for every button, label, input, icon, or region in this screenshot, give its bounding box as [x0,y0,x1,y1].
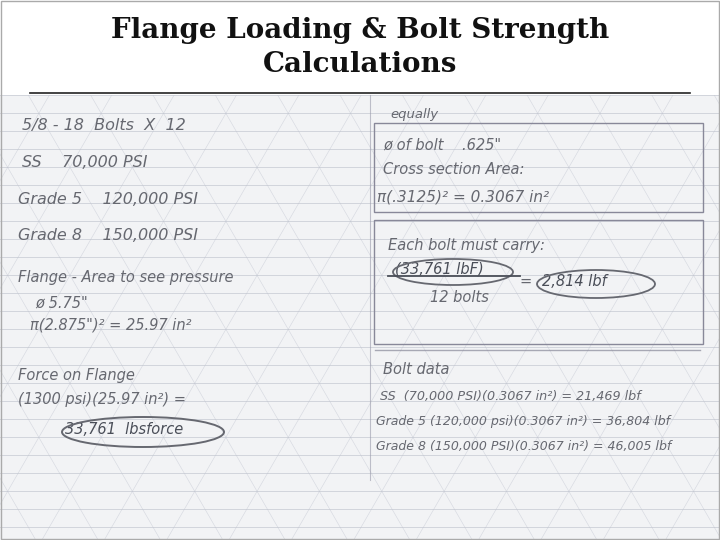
Text: Bolt data: Bolt data [383,362,449,377]
Text: =: = [520,274,537,289]
Text: Each bolt must carry:: Each bolt must carry: [388,238,545,253]
Text: SS  (70,000 PSI)(0.3067 in²) = 21,469 lbf: SS (70,000 PSI)(0.3067 in²) = 21,469 lbf [380,390,641,403]
Text: Grade 8 (150,000 PSI)(0.3067 in²) = 46,005 lbf: Grade 8 (150,000 PSI)(0.3067 in²) = 46,0… [376,440,671,453]
Text: ø 5.75": ø 5.75" [35,295,88,310]
Text: 12 bolts: 12 bolts [430,290,489,305]
FancyBboxPatch shape [0,0,720,95]
Text: Force on Flange: Force on Flange [18,368,135,383]
Text: ø of bolt    .625": ø of bolt .625" [383,138,501,153]
Text: 33,761  lbsforce: 33,761 lbsforce [65,422,184,437]
Text: Flange - Area to see pressure: Flange - Area to see pressure [18,270,233,285]
Text: equally: equally [390,108,438,121]
Text: SS    70,000 PSI: SS 70,000 PSI [22,155,148,170]
Text: π(2.875")² = 25.97 in²: π(2.875")² = 25.97 in² [30,318,192,333]
Text: Flange Loading & Bolt Strength: Flange Loading & Bolt Strength [111,17,609,44]
Text: Calculations: Calculations [263,51,457,78]
FancyBboxPatch shape [0,95,720,540]
Text: (33,761 lbF): (33,761 lbF) [395,262,484,277]
Text: Grade 8    150,000 PSI: Grade 8 150,000 PSI [18,228,198,243]
Text: Grade 5 (120,000 psi)(0.3067 in²) = 36,804 lbf: Grade 5 (120,000 psi)(0.3067 in²) = 36,8… [376,415,670,428]
Text: (1300 psi)(25.97 in²) =: (1300 psi)(25.97 in²) = [18,392,186,407]
Text: π(.3125)² = 0.3067 in²: π(.3125)² = 0.3067 in² [377,190,549,205]
Text: 2,814 lbf: 2,814 lbf [542,274,607,289]
Text: Grade 5    120,000 PSI: Grade 5 120,000 PSI [18,192,198,207]
Text: Cross section Area:: Cross section Area: [383,162,524,177]
Text: 5/8 - 18  Bolts  X  12: 5/8 - 18 Bolts X 12 [22,118,186,133]
